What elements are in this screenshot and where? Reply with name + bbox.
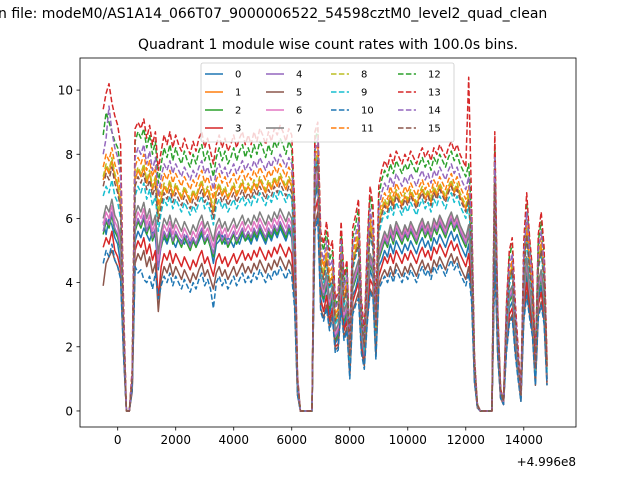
x-axis-offset-label: +4.996e8 [517, 455, 576, 469]
x-tick-label: 12000 [447, 433, 485, 447]
legend-label-14: 14 [428, 106, 441, 117]
axes-frame [79, 57, 577, 428]
series-line-8 [102, 150, 548, 412]
legend-label-6: 6 [296, 106, 302, 117]
series-line-12 [102, 111, 548, 412]
x-tick-label: 0 [114, 433, 122, 447]
legend-label-13: 13 [428, 88, 441, 99]
legend-label-4: 4 [296, 70, 302, 81]
series-layer [102, 76, 548, 412]
legend-label-0: 0 [235, 70, 241, 81]
series-line-0 [102, 185, 548, 412]
series-line-14 [102, 105, 548, 412]
series-line-15 [102, 159, 548, 412]
legend-label-2: 2 [235, 106, 241, 117]
y-axis-ticks: 0 2 4 6 8 10 [58, 84, 80, 418]
legend-label-7: 7 [296, 124, 302, 135]
y-tick-label: 0 [65, 404, 73, 418]
legend-label-15: 15 [428, 124, 441, 135]
legend-label-1: 1 [235, 88, 241, 99]
y-tick-label: 8 [65, 148, 73, 162]
legend-frame [200, 62, 455, 143]
x-axis-ticks: 0 2000 4000 6000 8000 10000 12000 14000 [114, 427, 543, 447]
x-tick-label: 6000 [276, 433, 307, 447]
y-tick-label: 4 [65, 276, 73, 290]
legend-label-9: 9 [361, 88, 367, 99]
legend-label-11: 11 [361, 124, 374, 135]
legend-label-12: 12 [428, 70, 441, 81]
x-tick-label: 2000 [160, 433, 191, 447]
y-tick-label: 10 [58, 84, 73, 98]
x-tick-label: 10000 [389, 433, 427, 447]
x-tick-label: 4000 [218, 433, 249, 447]
legend-label-5: 5 [296, 88, 302, 99]
legend-label-10: 10 [361, 106, 374, 117]
legend-label-8: 8 [361, 70, 367, 81]
legend-label-3: 3 [235, 124, 241, 135]
series-line-10 [102, 217, 548, 412]
x-tick-label: 8000 [334, 433, 365, 447]
chart-title: Quadrant 1 module wise count rates with … [138, 37, 518, 53]
y-tick-label: 6 [65, 212, 73, 226]
y-tick-label: 2 [65, 340, 73, 354]
figure-suptitle: n file: modeM0/AS1A14_066T07_9000006522_… [0, 6, 547, 22]
x-tick-label: 14000 [505, 433, 543, 447]
